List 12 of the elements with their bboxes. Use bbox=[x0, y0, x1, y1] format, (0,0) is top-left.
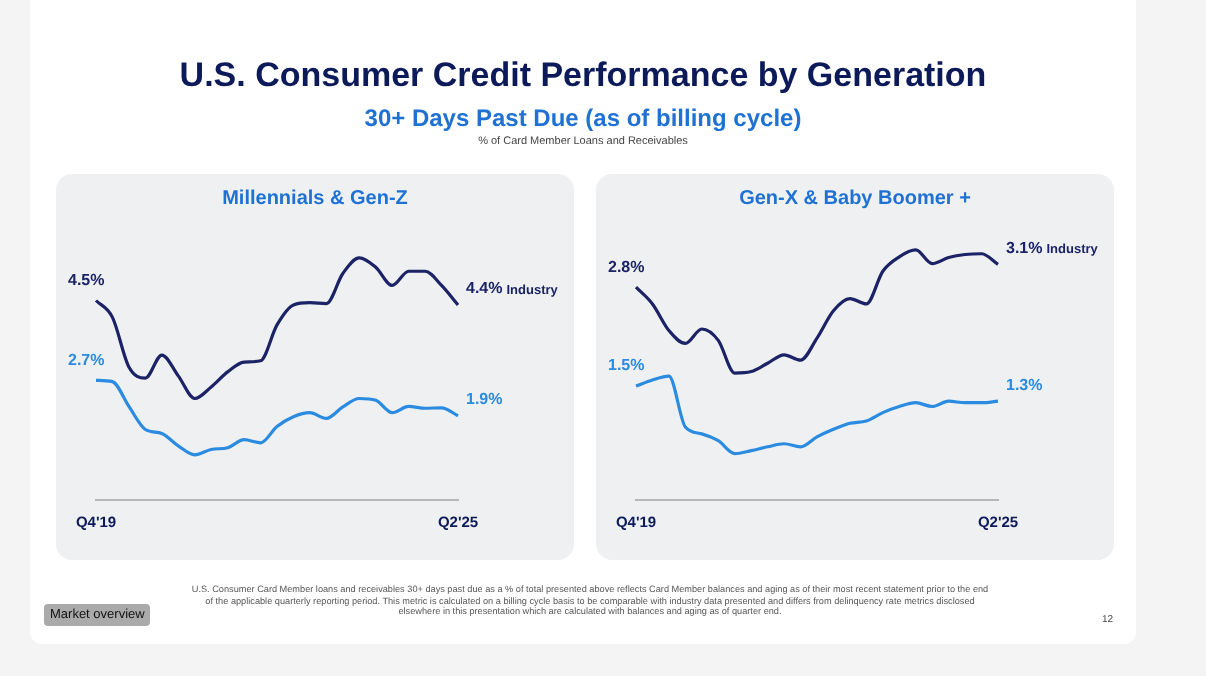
data-label: 1.5% bbox=[608, 356, 645, 375]
data-label: 2.7% bbox=[68, 350, 105, 369]
data-label: 4.5% bbox=[68, 270, 105, 289]
data-label: 4.4% bbox=[466, 279, 503, 298]
data-label: 2.8% bbox=[608, 257, 645, 276]
data-label: 3.1% bbox=[1006, 238, 1043, 257]
text: 30+ Days Past Due (as of billing cycle) bbox=[362, 104, 804, 132]
data-label: 1.9% bbox=[466, 390, 503, 409]
chart-title: Gen-X & Baby Boomer + bbox=[737, 188, 973, 210]
data-label: 1.3% bbox=[1006, 375, 1043, 394]
chart-title: Millennials & Gen-Z bbox=[220, 188, 410, 210]
text: U.S. Consumer Credit Performance by Generation bbox=[177, 56, 989, 96]
